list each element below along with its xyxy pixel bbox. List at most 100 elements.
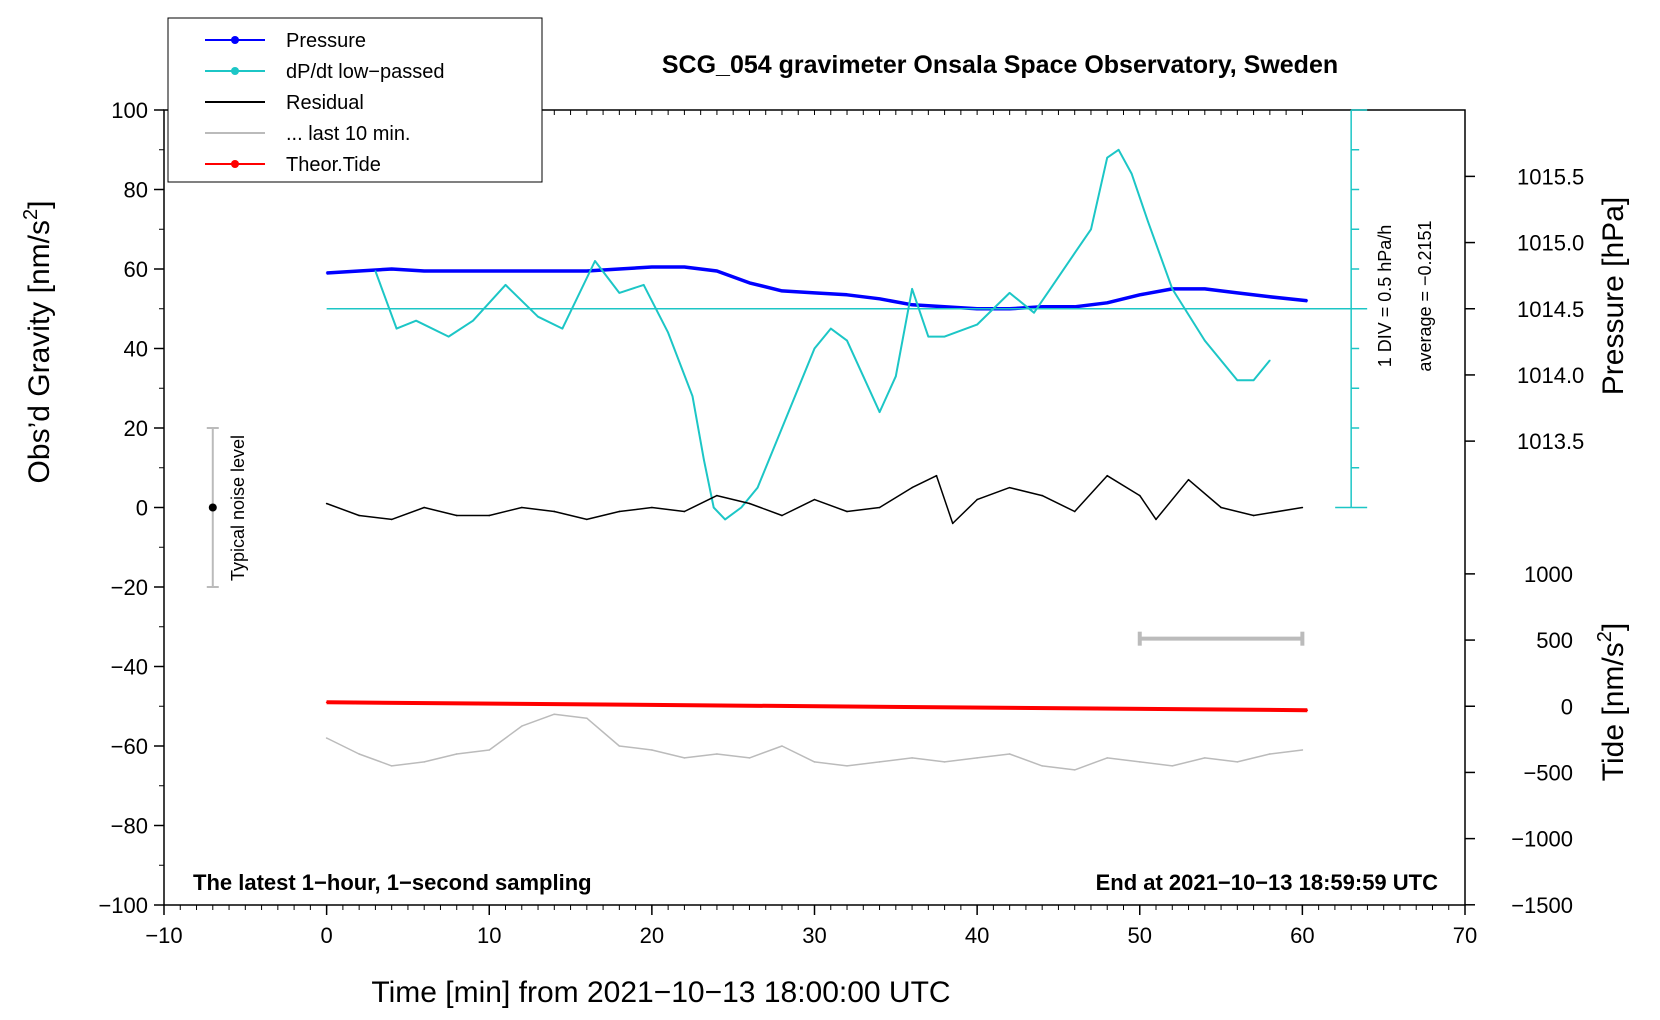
y-axis-label-gravity: Obs’d Gravity [nm/s2] — [20, 201, 56, 484]
data-point — [325, 737, 328, 739]
data-point — [878, 411, 881, 413]
data-point — [325, 701, 328, 704]
legend-label: ... last 10 min. — [286, 123, 411, 145]
x-tick-label: 10 — [477, 923, 501, 948]
footer-end-time: End at 2021−10−13 18:59:59 UTC — [1096, 870, 1439, 895]
data-point — [1041, 494, 1043, 497]
x-axis-label: Time [min] from 2021−10−13 18:00:00 UTC — [371, 976, 950, 1009]
data-point — [781, 427, 783, 429]
data-point — [553, 510, 556, 513]
theoretical-tide-series-line — [326, 700, 1308, 713]
pressure-tick-label: 1014.0 — [1517, 363, 1584, 388]
data-point — [935, 474, 938, 477]
data-point — [712, 506, 715, 509]
data-point — [488, 514, 491, 517]
data-point — [358, 753, 360, 755]
data-point — [846, 510, 848, 513]
data-point — [1301, 506, 1304, 509]
data-point — [976, 323, 978, 326]
data-point — [976, 498, 978, 501]
data-point — [683, 266, 686, 268]
data-point — [756, 486, 759, 489]
y-axis-label-tide: Tide [nm/s2] — [1594, 623, 1630, 781]
data-point — [716, 753, 718, 755]
y-tick-label: 100 — [111, 98, 148, 123]
x-tick-label: −10 — [145, 923, 182, 948]
tide-tick-label: 0 — [1561, 694, 1573, 719]
data-point — [537, 315, 539, 318]
data-point — [1041, 765, 1043, 767]
data-point — [943, 335, 946, 338]
data-point — [594, 260, 596, 262]
tide-tick-label: −1500 — [1511, 893, 1573, 918]
data-point — [1008, 753, 1011, 755]
data-point — [1204, 339, 1206, 342]
data-point — [488, 270, 491, 272]
legend-label: Pressure — [286, 30, 366, 52]
x-tick-label: 70 — [1453, 923, 1477, 948]
pressure-tick-label: 1014.5 — [1517, 297, 1584, 322]
data-point — [703, 459, 705, 461]
plot-frame-layer — [163, 109, 1466, 906]
y-tick-label: 0 — [136, 496, 148, 521]
data-point — [1269, 296, 1271, 298]
data-point — [781, 290, 783, 292]
data-point — [455, 514, 458, 517]
data-point — [951, 522, 954, 525]
y-tick-label: −60 — [111, 734, 148, 759]
data-point — [1106, 301, 1109, 304]
data-point — [325, 272, 328, 274]
data-point — [927, 335, 930, 338]
data-point — [472, 319, 474, 322]
data-point — [1306, 709, 1309, 712]
data-point — [1049, 288, 1052, 290]
data-point — [716, 270, 718, 272]
data-point — [561, 327, 564, 330]
footer-sampling-note: The latest 1−hour, 1−second sampling — [193, 870, 592, 895]
data-point — [455, 753, 458, 755]
data-point — [651, 506, 653, 509]
x-tick-label: 50 — [1128, 923, 1152, 948]
data-point — [1252, 514, 1255, 517]
data-point — [423, 506, 426, 509]
data-point — [911, 303, 913, 306]
data-point — [1008, 292, 1011, 294]
data-point — [1008, 486, 1011, 489]
legend-box — [167, 17, 543, 183]
data-point — [390, 518, 393, 521]
y-axis-label-pressure: Pressure [hPa] — [1597, 197, 1630, 395]
data-point — [781, 514, 783, 517]
data-point — [618, 510, 621, 513]
data-point — [748, 757, 751, 759]
y-tick-label: 20 — [124, 416, 148, 441]
x-tick-label: 30 — [802, 923, 826, 948]
tide-tick-label: −500 — [1523, 760, 1573, 785]
data-point — [846, 765, 848, 767]
data-point — [553, 713, 556, 715]
x-tick-label: 40 — [965, 923, 989, 948]
data-point — [1171, 765, 1174, 767]
data-point — [683, 757, 686, 759]
data-point — [1155, 518, 1157, 521]
data-point — [911, 288, 913, 290]
data-point — [1269, 359, 1271, 362]
pressure-tick-label: 1013.5 — [1517, 429, 1584, 454]
data-point — [1204, 288, 1206, 290]
y-tick-label: 60 — [124, 257, 148, 282]
data-point — [586, 518, 588, 521]
data-point — [651, 266, 653, 268]
legend-swatch-marker — [231, 160, 239, 168]
data-point — [813, 292, 816, 294]
data-point — [488, 749, 491, 751]
data-point — [813, 347, 816, 350]
dpdt-division-label: 1 DIV = 0.5 hPa/h — [1375, 225, 1395, 368]
data-point — [878, 506, 881, 509]
data-point — [1306, 300, 1309, 302]
legend: Pressure dP/dt low−passed Residual ... last… — [167, 17, 543, 183]
legend-label: Residual — [286, 92, 364, 114]
data-point — [1204, 757, 1206, 759]
data-point — [390, 765, 393, 767]
data-point — [911, 486, 913, 489]
data-point — [1301, 749, 1304, 751]
data-point — [813, 761, 816, 763]
